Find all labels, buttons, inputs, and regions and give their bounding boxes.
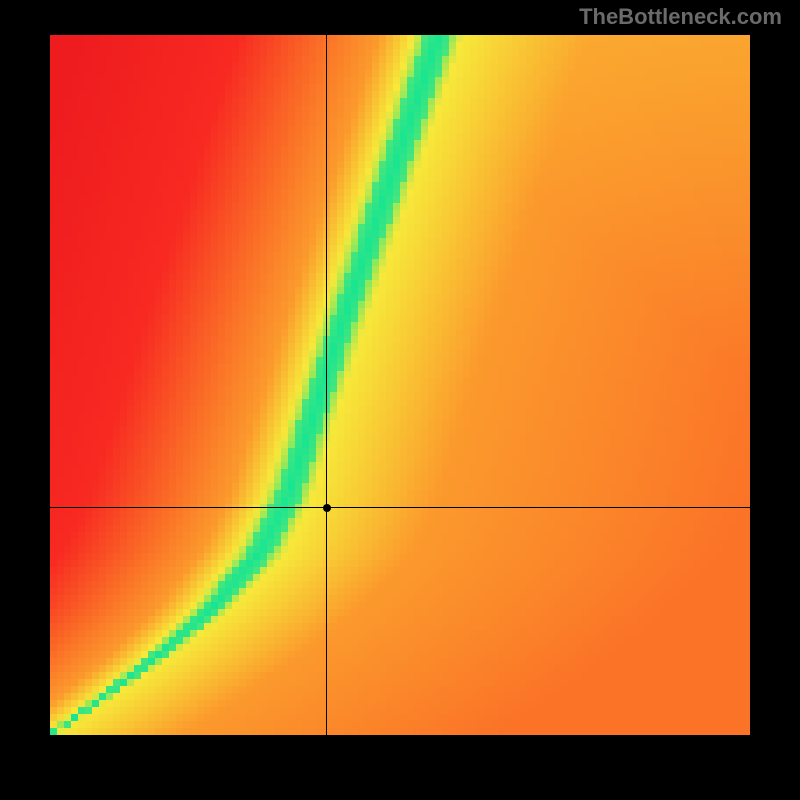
chart-container: TheBottleneck.com bbox=[0, 0, 800, 800]
heatmap-plot bbox=[50, 35, 750, 735]
heatmap-canvas bbox=[50, 35, 750, 735]
watermark-text: TheBottleneck.com bbox=[579, 4, 782, 30]
